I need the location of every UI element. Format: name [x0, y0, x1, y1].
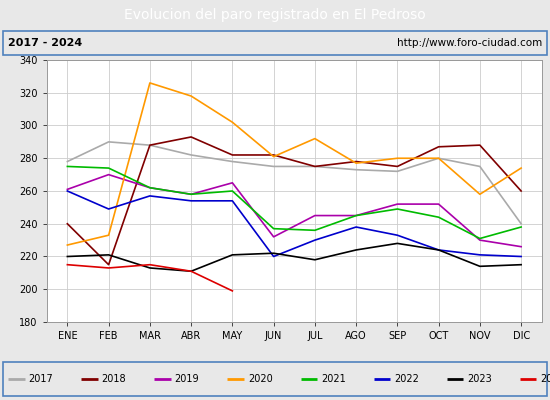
Text: 2017: 2017: [29, 374, 53, 384]
FancyBboxPatch shape: [3, 31, 547, 55]
Text: 2018: 2018: [102, 374, 126, 384]
FancyBboxPatch shape: [3, 362, 547, 396]
Text: Evolucion del paro registrado en El Pedroso: Evolucion del paro registrado en El Pedr…: [124, 8, 426, 22]
Text: 2017 - 2024: 2017 - 2024: [8, 38, 82, 48]
Text: 2019: 2019: [175, 374, 199, 384]
Text: 2024: 2024: [540, 374, 550, 384]
Text: 2021: 2021: [321, 374, 345, 384]
Text: http://www.foro-ciudad.com: http://www.foro-ciudad.com: [397, 38, 542, 48]
Text: 2020: 2020: [248, 374, 273, 384]
Text: 2022: 2022: [394, 374, 419, 384]
Text: 2023: 2023: [467, 374, 492, 384]
